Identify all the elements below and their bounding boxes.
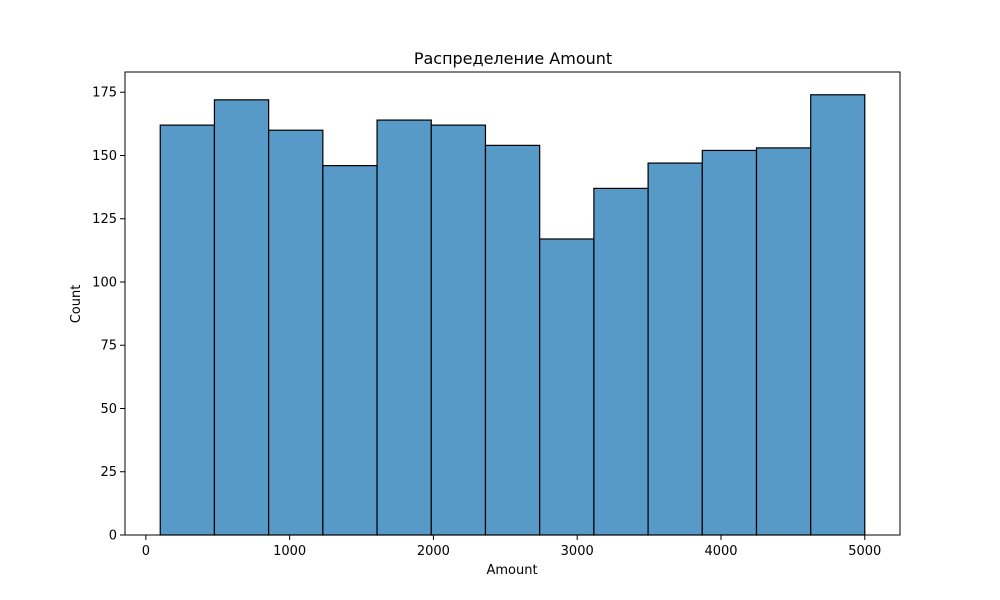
x-tick-label: 5000 <box>848 544 881 559</box>
histogram-bar-13 <box>810 94 866 536</box>
axes-layer: 0 1000 2000 3000 4000 5000 0 25 50 75 100 125 150 175 <box>92 71 901 559</box>
y-tick-label: 100 <box>92 275 117 290</box>
x-tick-label: 1000 <box>273 544 306 559</box>
x-axis-title: Amount <box>486 563 537 578</box>
chart-title: Распределение Amount <box>414 49 612 68</box>
x-tick-label: 4000 <box>704 544 737 559</box>
bars-layer <box>159 94 866 536</box>
histogram-bar-11 <box>701 149 758 536</box>
histogram-bar-1 <box>159 124 216 536</box>
histogram-bar-6 <box>430 124 487 536</box>
histogram-bar-5 <box>376 119 432 536</box>
y-tick-label: 0 <box>109 529 117 544</box>
histogram-bar-7 <box>484 144 541 536</box>
x-tick-label: 3000 <box>561 544 594 559</box>
y-tick-label: 25 <box>100 465 117 480</box>
y-tick-label: 150 <box>92 149 117 164</box>
y-tick-label: 50 <box>100 402 117 417</box>
y-tick-label: 75 <box>100 339 117 354</box>
x-tick-label: 2000 <box>417 544 450 559</box>
histogram-bar-10 <box>647 162 703 536</box>
histogram-bar-4 <box>322 165 378 536</box>
y-tick-label: 175 <box>92 86 117 101</box>
plot-frame <box>124 71 901 536</box>
histogram-bar-2 <box>213 99 270 536</box>
y-tick-label: 125 <box>92 212 117 227</box>
histogram-bar-9 <box>593 187 649 536</box>
histogram-bar-3 <box>268 129 324 536</box>
y-axis-title: Count <box>69 285 84 324</box>
histogram-bar-12 <box>755 147 812 536</box>
x-tick-label: 0 <box>142 544 150 559</box>
histogram-bar-8 <box>539 238 595 536</box>
